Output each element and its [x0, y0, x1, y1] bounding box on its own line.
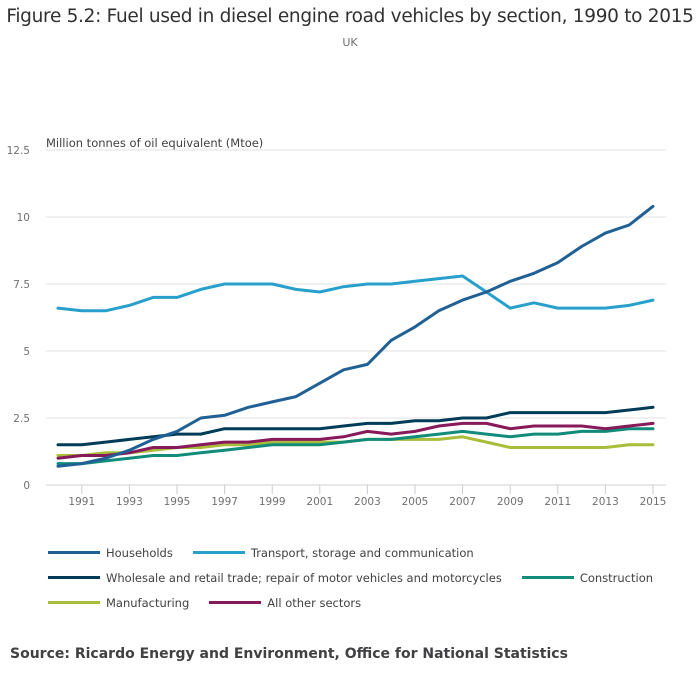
- legend-row: Manufacturing All other sectors: [48, 590, 688, 615]
- legend-label: All other sectors: [267, 595, 362, 610]
- y-tick-label: 10: [17, 212, 30, 224]
- x-tick-label: 1995: [164, 496, 191, 508]
- series-lines: [56, 204, 655, 468]
- x-tick-label: 2015: [640, 496, 667, 508]
- x-tick-label: 1993: [116, 496, 143, 508]
- x-axis: 1991 1993 1995 1997 1999 2001 2003 2005 2007 2009…: [46, 484, 667, 508]
- legend-row: Wholesale and retail trade; repair of mo…: [48, 565, 688, 590]
- y-tick-label: 7.5: [13, 279, 30, 291]
- y-axis-label: Million tonnes of oil equivalent (Mtoe): [46, 136, 263, 150]
- legend-item[interactable]: Households: [48, 546, 173, 560]
- x-tick-label: 2013: [592, 496, 619, 508]
- legend-item[interactable]: Construction: [521, 570, 654, 585]
- chart-title: Figure 5.2: Fuel used in diesel engine r…: [6, 6, 694, 27]
- y-tick-label: 2.5: [13, 413, 30, 425]
- legend-label: Transport, storage and communication: [250, 545, 474, 560]
- chart-subtitle: UK: [342, 36, 358, 49]
- x-tick-label: 1991: [68, 496, 95, 508]
- y-axis-ticks: 0 2.5 5 7.5 10 12.5: [7, 145, 30, 492]
- x-tick-label: 2005: [402, 496, 429, 508]
- legend: Households Transport, storage and communi…: [48, 540, 688, 615]
- y-tick-label: 5: [23, 346, 30, 358]
- x-tick-label: 1997: [211, 496, 238, 508]
- series-line-wholesale-and-retail-trade-repair-of-motor-vehicles-and-motorcycles: [56, 405, 655, 447]
- legend-swatch: [48, 551, 100, 554]
- legend-label: Households: [106, 545, 173, 560]
- x-tick-label: 2007: [449, 496, 476, 508]
- x-tick-label: 1999: [259, 496, 286, 508]
- y-tick-label: 12.5: [7, 145, 30, 157]
- x-tick-label: 2011: [544, 496, 571, 508]
- x-tick-label: 2001: [306, 496, 333, 508]
- series-line-construction: [56, 427, 655, 466]
- legend-swatch: [48, 601, 100, 604]
- legend-label: Construction: [579, 570, 654, 585]
- source-note: Source: Ricardo Energy and Environment, …: [10, 646, 568, 662]
- x-tick-label: 2003: [354, 496, 381, 508]
- y-tick-label: 0: [23, 480, 30, 492]
- legend-row: Households Transport, storage and communi…: [48, 540, 688, 565]
- series-line-households: [56, 204, 655, 468]
- line-chart: 0 2.5 5 7.5 10 12.5 1991 1993 1995 1997 1999 2001 2…: [7, 136, 667, 508]
- legend-swatch: [48, 576, 100, 579]
- legend-label: Manufacturing: [106, 595, 190, 610]
- legend-swatch: [192, 551, 245, 554]
- legend-item[interactable]: Wholesale and retail trade; repair of mo…: [48, 571, 502, 585]
- legend-label: Wholesale and retail trade; repair of mo…: [106, 570, 502, 585]
- legend-item[interactable]: Transport, storage and communication: [192, 545, 474, 560]
- series-line-all-other-sectors: [56, 421, 655, 460]
- legend-item[interactable]: All other sectors: [209, 596, 361, 610]
- legend-swatch: [521, 576, 574, 579]
- series-line-transport-storage-and-communication: [56, 274, 655, 313]
- legend-swatch: [209, 601, 262, 604]
- legend-item[interactable]: Manufacturing: [48, 596, 189, 610]
- x-tick-label: 2009: [497, 496, 524, 508]
